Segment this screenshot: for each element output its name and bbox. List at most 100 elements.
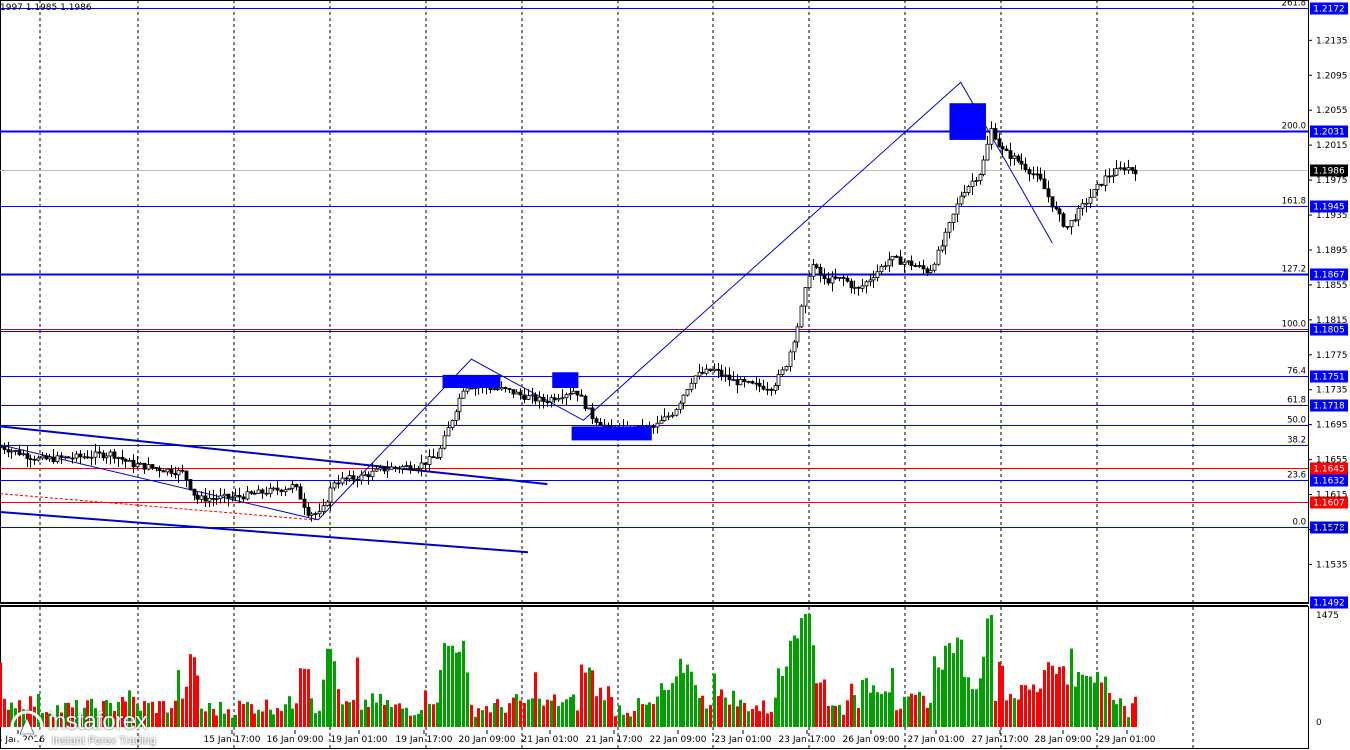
candle-body xyxy=(241,496,246,500)
candle-body xyxy=(974,180,979,182)
volume-bar xyxy=(979,678,982,727)
candle-body xyxy=(852,286,857,289)
candle-body xyxy=(860,285,865,289)
candle-body xyxy=(21,453,26,456)
volume-bar xyxy=(1134,696,1137,727)
volume-bar xyxy=(398,703,401,727)
candle-body xyxy=(716,368,721,371)
volume-bar xyxy=(720,689,723,727)
price-tag xyxy=(1310,370,1348,383)
price-tag-label: 1.1632 xyxy=(1313,477,1345,487)
candle-body xyxy=(955,203,960,215)
volume-bar xyxy=(223,713,226,727)
candle-body xyxy=(199,495,204,500)
candle-body xyxy=(340,477,345,484)
candle-body xyxy=(723,374,728,377)
candle-body xyxy=(1069,219,1074,228)
volume-bar xyxy=(876,692,879,727)
candle-body xyxy=(363,474,368,477)
candle-body xyxy=(294,484,299,488)
volume-bar xyxy=(375,702,378,727)
candle-body xyxy=(317,511,322,515)
volume-bar xyxy=(937,667,940,727)
candle-body xyxy=(674,408,679,416)
candle-body xyxy=(814,264,819,268)
candle-body xyxy=(925,268,930,274)
volume-tick-label: 1475 xyxy=(1316,611,1339,621)
candle-body xyxy=(943,231,948,247)
volume-bar xyxy=(234,714,237,727)
volume-bar xyxy=(105,700,108,727)
candle-body xyxy=(738,378,743,386)
volume-bar xyxy=(588,667,591,727)
candle-body xyxy=(807,275,812,289)
volume-bar xyxy=(971,689,974,727)
volume-bar xyxy=(770,711,773,727)
volume-bar xyxy=(645,704,648,727)
candle-body xyxy=(70,457,75,460)
volume-bar xyxy=(291,708,294,727)
volume-bar xyxy=(383,705,386,727)
volume-bar xyxy=(861,679,864,727)
volume-bar xyxy=(823,679,826,727)
candle-body xyxy=(192,488,197,496)
candle-body xyxy=(461,390,466,399)
price-tick-label: 1.1735 xyxy=(1316,386,1348,396)
volume-bar xyxy=(364,699,367,727)
volume-bar xyxy=(185,686,188,727)
fib-label: 161.8 xyxy=(1282,197,1306,207)
volume-bar xyxy=(250,704,253,727)
volume-bar xyxy=(527,699,530,727)
candle-body xyxy=(74,453,79,459)
candle-body xyxy=(606,424,611,427)
highlight-box xyxy=(442,374,501,388)
candle-body xyxy=(1042,178,1047,190)
candle-body xyxy=(256,489,261,495)
logo-icon xyxy=(10,710,44,744)
candle-body xyxy=(1038,173,1043,180)
volume-bar xyxy=(299,668,302,727)
candle-body xyxy=(1133,169,1138,175)
candle-body xyxy=(465,387,470,392)
volume-bar xyxy=(743,702,746,727)
candle-body xyxy=(803,287,808,307)
candle-body xyxy=(359,474,364,481)
candle-body xyxy=(1114,168,1119,176)
candle-body xyxy=(909,260,914,266)
volume-bar xyxy=(117,701,120,727)
volume-bar xyxy=(174,700,177,727)
volume-bar xyxy=(918,691,921,727)
volume-bar xyxy=(948,643,951,727)
candle-body xyxy=(2,446,7,450)
volume-bar xyxy=(508,703,511,727)
candle-body xyxy=(746,381,751,383)
volume-bar xyxy=(1032,684,1035,727)
candle-body xyxy=(970,180,975,187)
volume-bar xyxy=(329,648,332,727)
volume-bar xyxy=(405,707,408,727)
candle-body xyxy=(719,370,724,377)
volume-bar xyxy=(724,697,727,727)
candle-body xyxy=(533,394,538,402)
candle-body xyxy=(492,388,497,391)
volume-bar xyxy=(880,694,883,727)
volume-bar xyxy=(367,706,370,727)
volume-bar xyxy=(485,706,488,727)
volume-bar xyxy=(747,711,750,727)
volume-bar xyxy=(990,614,993,727)
time-label: 29 Jan 01:00 xyxy=(1099,735,1156,745)
candle-body xyxy=(400,466,405,470)
time-label: 23 Jan 01:00 xyxy=(715,735,772,745)
volume-bar xyxy=(853,695,856,727)
candle-body xyxy=(966,186,971,193)
candle-body xyxy=(321,505,326,513)
candle-body xyxy=(89,456,94,459)
volume-bars xyxy=(0,614,1137,727)
volume-bar xyxy=(477,708,480,727)
volume-bar xyxy=(86,700,89,727)
highlight-box xyxy=(571,426,652,441)
candle-body xyxy=(1084,202,1089,205)
price-tag-label: 1.1718 xyxy=(1313,402,1345,412)
candle-body xyxy=(385,468,390,472)
